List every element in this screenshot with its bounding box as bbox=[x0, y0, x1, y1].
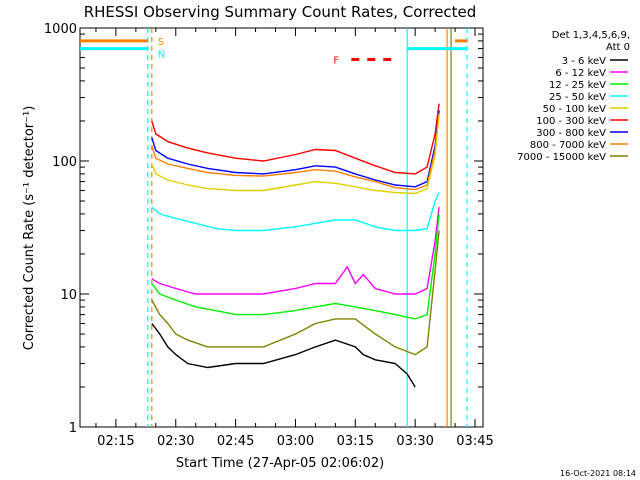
series-line bbox=[151, 192, 440, 232]
x-axis-label: Start Time (27-Apr-05 02:06:02) bbox=[176, 456, 384, 471]
x-tick-label: 02:15 bbox=[97, 434, 134, 449]
x-tick-label: 03:00 bbox=[277, 434, 314, 449]
series-line bbox=[151, 207, 440, 295]
y-tick-label: 1 bbox=[69, 421, 77, 436]
timestamp: 16-Oct-2021 08:14 bbox=[560, 469, 636, 478]
y-tick-label: 1000 bbox=[44, 22, 77, 37]
legend-label: 50 - 100 keV bbox=[543, 104, 607, 115]
y-tick-label: 10 bbox=[60, 288, 77, 303]
legend-label: 300 - 800 keV bbox=[536, 128, 606, 139]
instrument-markers: SN F bbox=[80, 28, 468, 427]
y-axis-label: Corrected Count Rate (s⁻¹ detector⁻¹) bbox=[22, 106, 37, 351]
x-tick-label: 03:30 bbox=[396, 434, 433, 449]
chart-title: RHESSI Observing Summary Count Rates, Co… bbox=[84, 3, 477, 21]
x-axis: 02:15 02:30 02:45 03:00 03:15 03:30 03:45 bbox=[95, 28, 494, 449]
series-line bbox=[151, 103, 440, 175]
legend-label: 25 - 50 keV bbox=[549, 92, 606, 103]
series-line bbox=[151, 115, 440, 195]
legend-label: 12 - 25 keV bbox=[549, 80, 606, 91]
legend-header: Att 0 bbox=[606, 42, 630, 53]
legend-label: 100 - 300 keV bbox=[536, 116, 606, 127]
x-tick-label: 02:45 bbox=[217, 434, 254, 449]
x-tick-label: 02:30 bbox=[157, 434, 194, 449]
flag-label: S bbox=[158, 37, 164, 48]
y-axis: 1 10 100 1000 bbox=[44, 22, 483, 436]
series-line bbox=[151, 213, 440, 320]
series-group bbox=[151, 103, 440, 388]
legend-label: 7000 - 15000 keV bbox=[517, 152, 606, 163]
flag-label: N bbox=[158, 50, 165, 61]
legend-label: 3 - 6 keV bbox=[562, 56, 606, 67]
y-tick-label: 100 bbox=[52, 155, 77, 170]
x-tick-label: 03:45 bbox=[456, 434, 493, 449]
legend-label: 800 - 7000 keV bbox=[530, 140, 606, 151]
x-tick-label: 03:15 bbox=[337, 434, 374, 449]
series-line bbox=[151, 323, 416, 388]
series-line bbox=[151, 110, 440, 188]
flag-label: F bbox=[333, 55, 339, 66]
plot-frame bbox=[79, 27, 484, 428]
series-line bbox=[151, 230, 440, 356]
series-line bbox=[151, 112, 440, 191]
legend-header: Det 1,3,4,5,6,9, bbox=[552, 30, 630, 41]
legend-label: 6 - 12 keV bbox=[555, 68, 606, 79]
